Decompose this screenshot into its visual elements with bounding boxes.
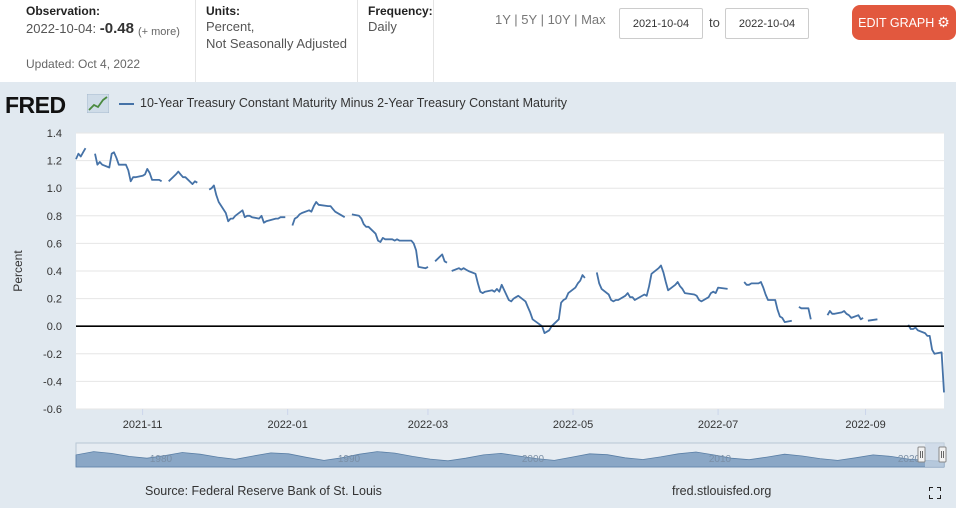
fred-sparkline-icon — [87, 94, 109, 113]
units-line1: Percent, — [206, 19, 255, 34]
navigator-handle-left[interactable] — [917, 446, 926, 463]
divider — [357, 0, 358, 82]
y-tick-label: 1.2 — [47, 156, 62, 168]
series-line — [826, 310, 864, 321]
series-line — [168, 170, 198, 185]
y-axis-ticks: 1.4 1.2 1.0 0.8 0.6 0.4 0.2 0.0 -0.2 -0.4 -0.6 — [43, 128, 62, 416]
chart-container: FRED 10-Year Treasury Constant Maturity … — [0, 82, 956, 508]
series-line — [907, 324, 945, 393]
observation-value: -0.48 — [99, 20, 134, 37]
series-line — [291, 201, 346, 226]
navigator-year-label: 2020 — [898, 454, 921, 465]
end-date-input[interactable] — [725, 8, 809, 39]
y-tick-label: 1.0 — [47, 183, 62, 195]
units-panel: Units: Percent, Not Seasonally Adjusted — [206, 0, 356, 82]
y-tick-label: -0.6 — [43, 404, 62, 416]
frequency-panel: Frequency: Daily — [368, 0, 433, 82]
series-line — [451, 267, 586, 335]
divider — [433, 0, 434, 82]
start-date-input[interactable] — [619, 8, 703, 39]
navigator-area — [75, 451, 945, 468]
legend-label: 10-Year Treasury Constant Maturity Minus… — [140, 96, 568, 110]
navigator-labels: 1980 1990 2000 2010 2020 — [150, 454, 921, 465]
navigator-year-label: 2000 — [522, 454, 545, 465]
x-tick-label: 2022-03 — [408, 419, 448, 431]
y-tick-label: 0.8 — [47, 211, 62, 223]
edit-graph-button[interactable]: EDIT GRAPH ⚙ — [852, 5, 956, 40]
fullscreen-icon[interactable] — [929, 487, 941, 499]
range-1y[interactable]: 1Y — [495, 12, 511, 27]
observation-label: Observation: — [26, 4, 101, 18]
edit-graph-label: EDIT GRAPH — [858, 15, 935, 30]
x-tick-label: 2022-09 — [845, 419, 885, 431]
range-10y[interactable]: 10Y — [547, 12, 571, 27]
navigator-handle-right[interactable] — [938, 446, 947, 463]
x-tick-label: 2022-07 — [698, 419, 738, 431]
divider — [195, 0, 196, 82]
x-tick-label: 2021-11 — [123, 419, 163, 431]
y-tick-label: 0.2 — [47, 294, 62, 306]
series-line — [798, 306, 812, 320]
observation-panel: Observation: 2022-10-04: -0.48 (+ more) … — [26, 0, 192, 82]
series-line — [75, 147, 87, 160]
range-max[interactable]: Max — [581, 12, 606, 27]
y-tick-label: 0.4 — [47, 266, 62, 278]
more-link[interactable]: (+ more) — [138, 26, 180, 38]
x-tick-label: 2022-05 — [553, 419, 593, 431]
range-5y[interactable]: 5Y — [521, 12, 537, 27]
y-tick-label: -0.2 — [43, 349, 62, 361]
y-tick-label: 0.0 — [47, 321, 62, 333]
series-line — [867, 318, 878, 322]
fred-url-link[interactable]: fred.stlouisfed.org — [672, 484, 772, 498]
series-line — [351, 213, 429, 270]
units-label: Units: — [206, 4, 240, 18]
observation-value-line: 2022-10-04: -0.48 — [26, 20, 134, 37]
series-line — [743, 281, 792, 324]
series-line — [595, 264, 728, 303]
y-axis-label: Percent — [11, 250, 25, 292]
x-tick-label: 2022-01 — [267, 419, 307, 431]
line-chart: 1.4 1.2 1.0 0.8 0.6 0.4 0.2 0.0 -0.2 -0.4 -0.6 202… — [11, 128, 947, 468]
series-line — [434, 253, 448, 264]
series-lines — [75, 147, 945, 393]
fred-logo[interactable]: FRED — [5, 92, 66, 118]
source-text: Source: Federal Reserve Bank of St. Loui… — [145, 484, 382, 498]
navigator-year-label: 2010 — [709, 454, 732, 465]
observation-date: 2022-10-04: — [26, 21, 97, 36]
updated-text: Updated: Oct 4, 2022 — [26, 57, 141, 71]
x-axis-ticks: 2021-11 2022-01 2022-03 2022-05 2022-07 2022-… — [123, 409, 886, 431]
to-label: to — [709, 15, 720, 30]
info-bar: Observation: 2022-10-04: -0.48 (+ more) … — [0, 0, 956, 82]
gear-icon: ⚙ — [937, 14, 950, 30]
y-tick-label: 0.6 — [47, 238, 62, 250]
units-line2: Not Seasonally Adjusted — [206, 36, 347, 51]
series-line — [94, 151, 163, 183]
y-tick-label: -0.4 — [43, 376, 62, 388]
frequency-value: Daily — [368, 19, 397, 34]
range-selector: 1Y | 5Y | 10Y | Max — [495, 12, 606, 27]
frequency-label: Frequency: — [368, 4, 433, 18]
legend-line-icon — [119, 103, 134, 105]
gridlines — [76, 132, 944, 410]
y-tick-label: 1.4 — [47, 128, 62, 140]
navigator-year-label: 1990 — [338, 454, 361, 465]
navigator-year-label: 1980 — [150, 454, 173, 465]
series-line — [208, 184, 286, 224]
